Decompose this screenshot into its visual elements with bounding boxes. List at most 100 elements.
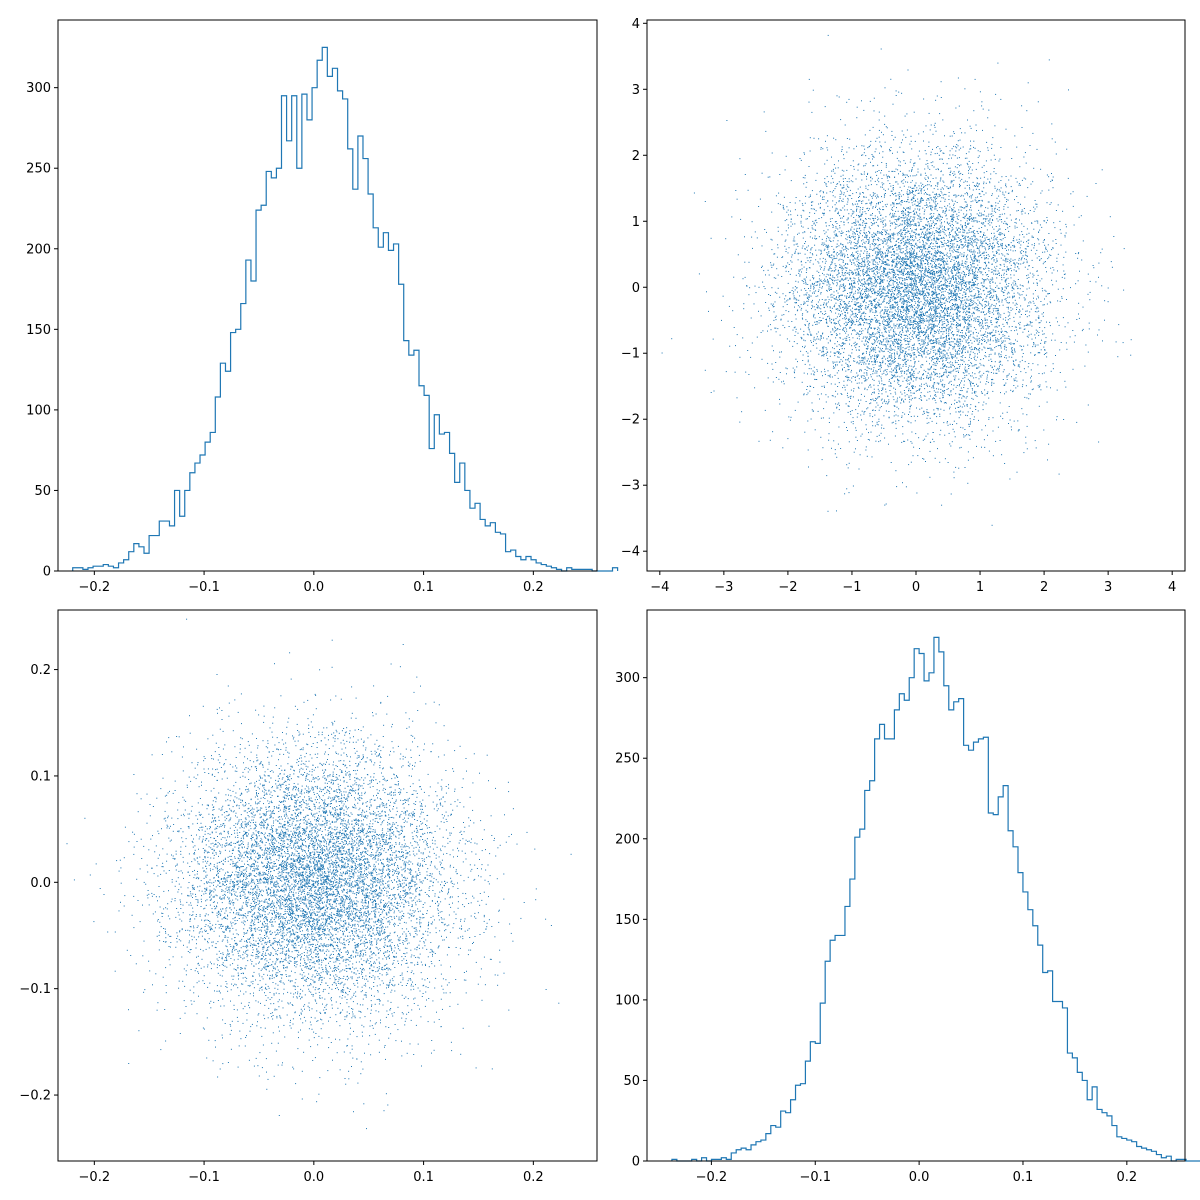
scatter-point xyxy=(944,221,945,222)
scatter-point xyxy=(1051,371,1052,372)
scatter-point xyxy=(1027,289,1028,290)
scatter-point xyxy=(1034,245,1035,246)
scatter-point xyxy=(1048,444,1049,445)
scatter-point xyxy=(843,246,844,247)
scatter-point xyxy=(991,383,992,384)
scatter-point xyxy=(993,229,994,230)
scatter-point xyxy=(786,249,787,250)
scatter-point xyxy=(726,120,727,121)
scatter-point xyxy=(1002,324,1003,325)
y-tick-label: 300 xyxy=(26,81,51,96)
scatter-point xyxy=(928,146,929,147)
scatter-point xyxy=(930,286,931,287)
scatter-point xyxy=(851,242,852,243)
scatter-point xyxy=(979,268,980,269)
scatter-point xyxy=(931,280,932,281)
scatter-point xyxy=(903,401,904,402)
scatter-point xyxy=(897,287,898,288)
scatter-point xyxy=(847,305,848,306)
scatter-point xyxy=(940,315,941,316)
scatter-point xyxy=(950,136,951,137)
scatter-point xyxy=(985,323,986,324)
scatter-point xyxy=(1000,346,1001,347)
scatter-point xyxy=(831,171,832,172)
scatter-point xyxy=(917,390,918,391)
scatter-point xyxy=(937,96,938,97)
scatter-point xyxy=(913,256,914,257)
scatter-point xyxy=(905,259,906,260)
scatter-point xyxy=(865,234,866,235)
scatter-point xyxy=(1015,228,1016,229)
scatter-point xyxy=(835,267,836,268)
scatter-point xyxy=(843,181,844,182)
scatter-point xyxy=(985,248,986,249)
scatter-point xyxy=(826,304,827,305)
scatter-point xyxy=(904,259,905,260)
scatter-point xyxy=(968,245,969,246)
scatter-point xyxy=(788,227,789,228)
scatter-point xyxy=(993,455,994,456)
scatter-point xyxy=(912,278,913,279)
scatter-point xyxy=(854,245,855,246)
scatter-point xyxy=(977,336,978,337)
scatter-point xyxy=(884,230,885,231)
scatter-point xyxy=(791,417,792,418)
scatter-point xyxy=(863,253,864,254)
scatter-point xyxy=(875,328,876,329)
scatter-point xyxy=(974,327,975,328)
scatter-point xyxy=(847,364,848,365)
scatter-point xyxy=(983,215,984,216)
scatter-point xyxy=(1049,59,1050,60)
scatter-point xyxy=(901,211,902,212)
scatter-point xyxy=(840,196,841,197)
scatter-point xyxy=(912,296,913,297)
scatter-point xyxy=(870,320,871,321)
scatter-point xyxy=(970,424,971,425)
scatter-point xyxy=(922,288,923,289)
scatter-point xyxy=(831,157,832,158)
scatter-point xyxy=(899,225,900,226)
scatter-point xyxy=(995,441,996,442)
scatter-point xyxy=(994,236,995,237)
scatter-point xyxy=(952,358,953,359)
scatter-point xyxy=(1005,245,1006,246)
scatter-point xyxy=(899,233,900,234)
scatter-point xyxy=(925,325,926,326)
scatter-point xyxy=(928,354,929,355)
scatter-point xyxy=(910,187,911,188)
scatter-point xyxy=(887,253,888,254)
scatter-point xyxy=(825,313,826,314)
scatter-point xyxy=(993,417,994,418)
scatter-point xyxy=(929,224,930,225)
scatter-point xyxy=(1016,330,1017,331)
scatter-point xyxy=(900,327,901,328)
scatter-point xyxy=(910,382,911,383)
scatter-point xyxy=(933,386,934,387)
scatter-point xyxy=(845,238,846,239)
scatter-point xyxy=(942,361,943,362)
scatter-point xyxy=(947,353,948,354)
scatter-point xyxy=(919,213,920,214)
scatter-point xyxy=(921,301,922,302)
scatter-point xyxy=(1002,331,1003,332)
scatter-point xyxy=(823,199,824,200)
scatter-point xyxy=(915,275,916,276)
scatter-point xyxy=(974,416,975,417)
scatter-point xyxy=(832,361,833,362)
scatter-point xyxy=(889,379,890,380)
scatter-point xyxy=(833,240,834,241)
scatter-point xyxy=(918,300,919,301)
scatter-point xyxy=(989,181,990,182)
scatter-point xyxy=(856,275,857,276)
scatter-point xyxy=(881,433,882,434)
scatter-point xyxy=(990,338,991,339)
scatter-point xyxy=(1018,202,1019,203)
scatter-point xyxy=(825,394,826,395)
scatter-point xyxy=(793,239,794,240)
scatter-point xyxy=(1024,297,1025,298)
scatter-point xyxy=(981,328,982,329)
scatter-point xyxy=(875,151,876,152)
scatter-point xyxy=(887,127,888,128)
scatter-point xyxy=(892,315,893,316)
scatter-point xyxy=(923,246,924,247)
